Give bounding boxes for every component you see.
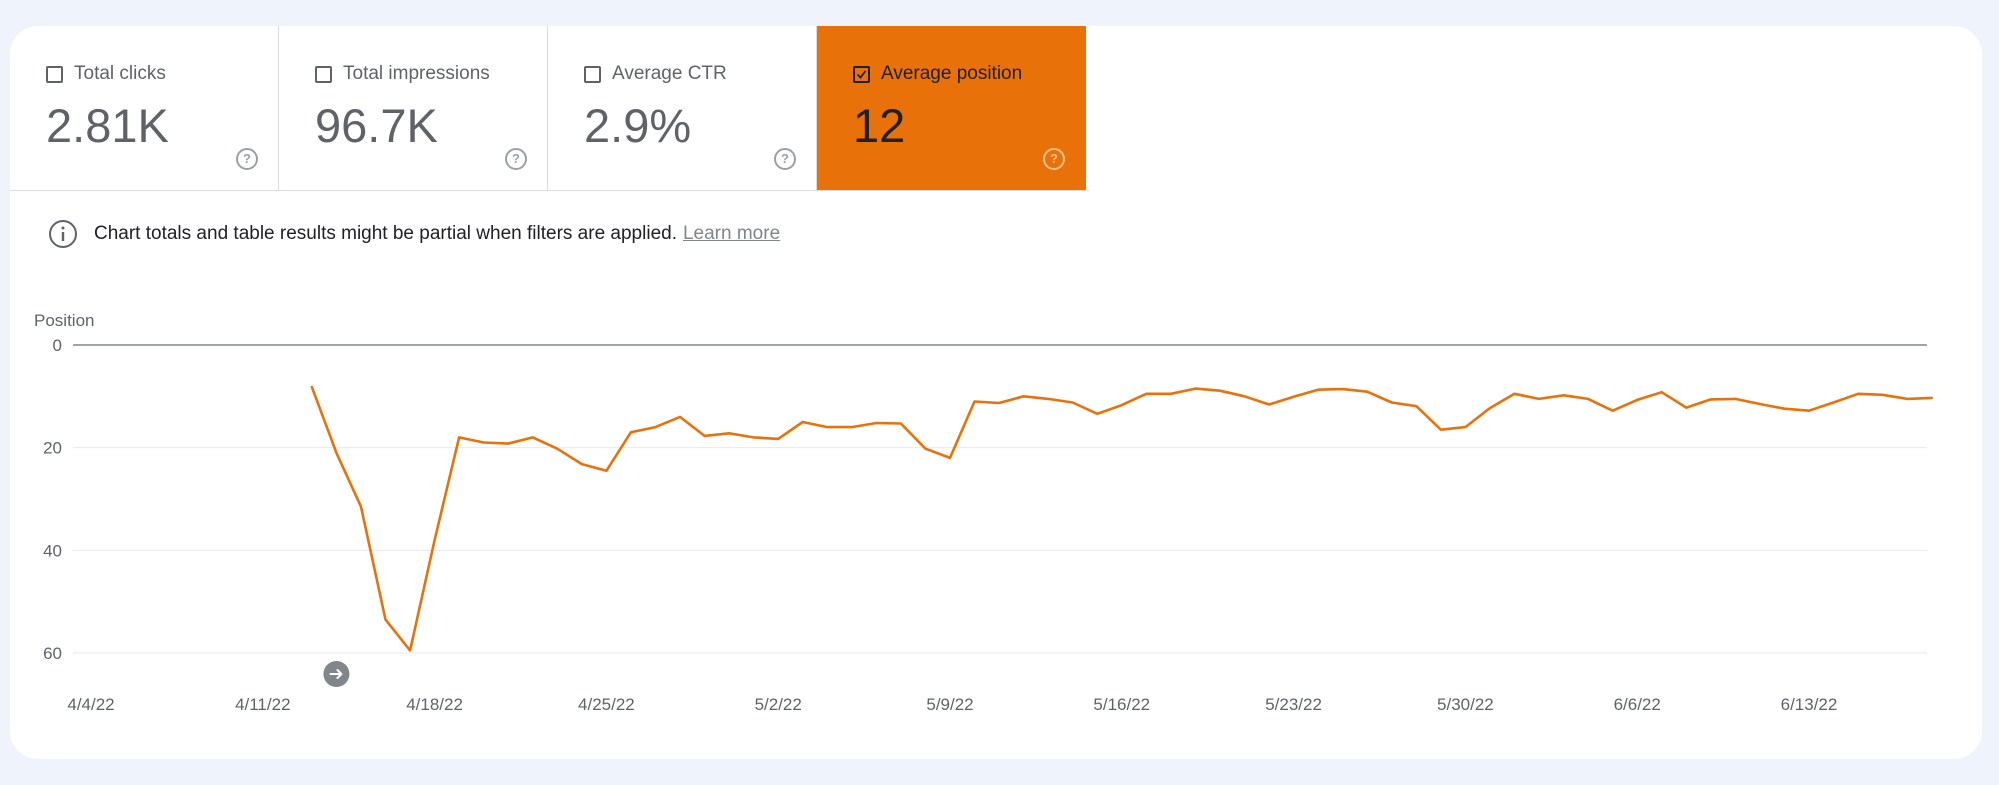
y-tick-label: 40 (43, 541, 62, 560)
learn-more-link[interactable]: Learn more (682, 223, 781, 244)
x-tick-label: 5/23/22 (1265, 695, 1322, 714)
metric-total-impressions[interactable]: Total impressions 96.7K ? (279, 26, 548, 190)
y-axis-label: Position (34, 311, 94, 330)
info-icon (49, 220, 77, 248)
checkbox-unchecked-icon[interactable] (315, 66, 332, 83)
x-tick-label: 4/4/22 (67, 695, 114, 714)
x-tick-label: 5/2/22 (755, 695, 802, 714)
metric-value: 12 (853, 99, 906, 152)
checkbox-checked-icon[interactable] (853, 66, 870, 83)
x-tick-label: 6/13/22 (1781, 695, 1838, 714)
metric-value: 2.9% (584, 99, 692, 152)
checkbox-unchecked-icon[interactable] (46, 66, 63, 83)
metric-average-ctr[interactable]: Average CTR 2.9% ? (548, 26, 817, 190)
metric-label: Total impressions (343, 63, 490, 84)
metric-value: 2.81K (46, 99, 169, 152)
series-line (310, 385, 1933, 652)
x-tick-label: 5/9/22 (926, 695, 973, 714)
checkmark-icon (856, 70, 867, 79)
metric-total-clicks[interactable]: Total clicks 2.81K ? (10, 26, 279, 190)
metric-value: 96.7K (315, 99, 438, 152)
checkbox-unchecked-icon[interactable] (584, 66, 601, 83)
y-tick-label: 60 (43, 644, 62, 663)
x-tick-label: 4/18/22 (406, 695, 463, 714)
performance-card: Total clicks 2.81K ? Total impressions 9… (10, 26, 1982, 759)
help-circle-icon[interactable]: ? (236, 148, 258, 170)
metric-label: Average position (881, 63, 1023, 84)
filter-notice: Chart totals and table results might be … (48, 218, 780, 250)
annotation-marker[interactable] (323, 661, 350, 687)
metric-average-position[interactable]: Average position 12 ? (817, 26, 1086, 190)
x-tick-label: 5/16/22 (1093, 695, 1150, 714)
y-tick-label: 0 (53, 336, 62, 355)
metric-label: Average CTR (612, 63, 727, 84)
help-circle-icon[interactable]: ? (774, 148, 796, 170)
x-tick-label: 4/25/22 (578, 695, 635, 714)
help-circle-icon[interactable]: ? (505, 148, 527, 170)
metric-tabs: Total clicks 2.81K ? Total impressions 9… (10, 26, 1089, 191)
y-tick-label: 20 (43, 439, 62, 458)
x-tick-label: 4/11/22 (235, 695, 290, 714)
notice-text: Chart totals and table results might be … (94, 223, 677, 244)
help-circle-icon[interactable]: ? (1043, 148, 1065, 170)
x-tick-label: 5/30/22 (1437, 695, 1494, 714)
metric-label: Total clicks (74, 63, 166, 84)
x-tick-label: 6/6/22 (1614, 695, 1661, 714)
